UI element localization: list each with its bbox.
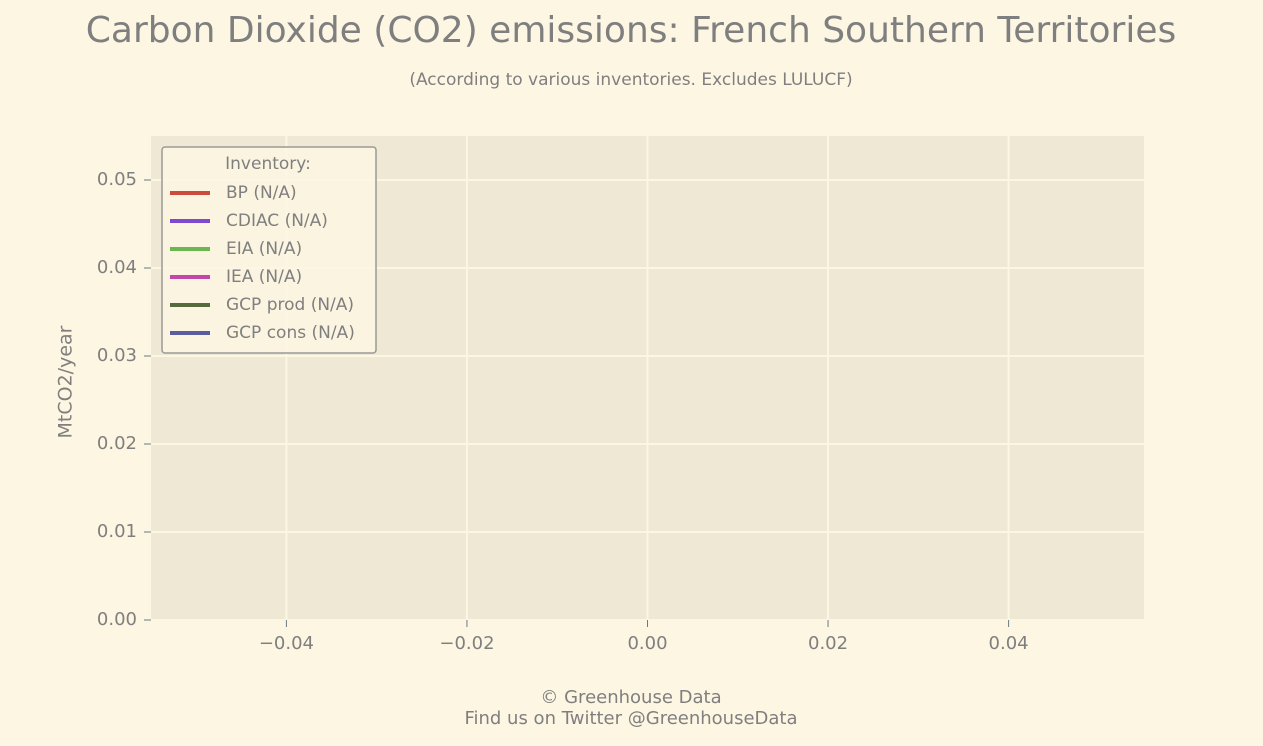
y-tick-label: 0.03 <box>97 345 137 366</box>
legend-label: BP (N/A) <box>226 183 297 203</box>
y-tick-label: 0.00 <box>97 609 137 630</box>
y-tick-label: 0.04 <box>97 257 137 278</box>
legend-label: GCP prod (N/A) <box>226 295 354 315</box>
y-tick-label: 0.01 <box>97 521 137 542</box>
footer: Find us on Twitter @GreenhouseData <box>464 708 797 729</box>
legend-label: GCP cons (N/A) <box>226 323 355 343</box>
legend-label: EIA (N/A) <box>226 239 302 259</box>
y-tick-label: 0.02 <box>97 433 137 454</box>
legend-title: Inventory: <box>225 154 311 174</box>
legend-label: IEA (N/A) <box>226 267 302 287</box>
y-tick-label: 0.05 <box>97 169 137 190</box>
chart-subtitle: (According to various inventories. Exclu… <box>409 70 852 90</box>
x-tick-label: 0.04 <box>989 633 1029 654</box>
legend-label: CDIAC (N/A) <box>226 211 328 231</box>
footer: © Greenhouse Data <box>540 687 721 708</box>
x-tick-label: −0.02 <box>439 633 494 654</box>
legend-box <box>161 146 377 354</box>
y-axis-label: MtCO2/year <box>55 325 77 438</box>
x-tick-label: −0.04 <box>259 633 314 654</box>
x-tick-label: 0.02 <box>808 633 848 654</box>
x-tick-label: 0.00 <box>627 633 667 654</box>
chart-title: Carbon Dioxide (CO2) emissions: French S… <box>86 10 1177 51</box>
